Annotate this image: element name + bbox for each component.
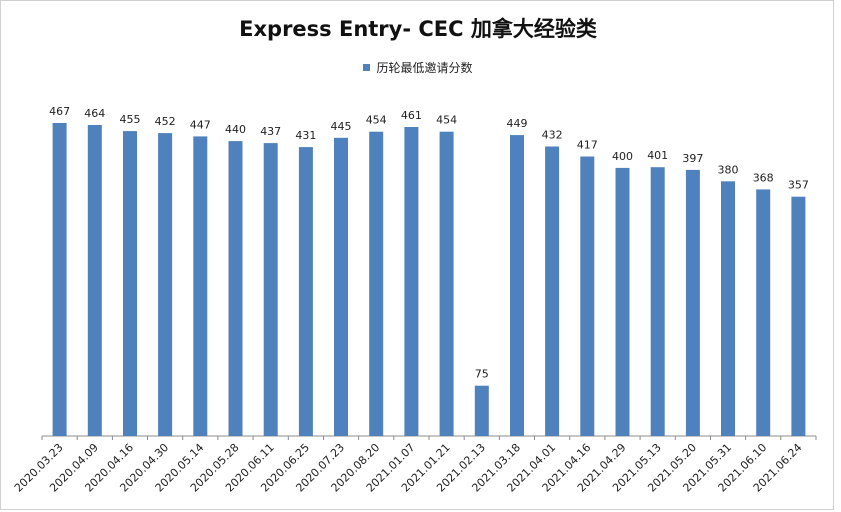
data-label: 368: [753, 171, 774, 184]
data-label: 417: [577, 139, 598, 152]
data-label: 454: [366, 114, 387, 127]
data-label: 464: [84, 107, 105, 120]
data-label: 467: [49, 105, 70, 118]
data-label: 75: [475, 368, 489, 381]
legend-swatch: [363, 64, 371, 71]
bar: [439, 131, 454, 436]
bar: [756, 189, 771, 436]
bar: [52, 123, 67, 436]
data-label: 454: [436, 114, 457, 127]
data-label: 400: [612, 150, 633, 163]
data-label: 380: [718, 163, 739, 176]
bar: [369, 131, 384, 436]
bar: [404, 127, 419, 436]
bar: [650, 167, 665, 436]
bar: [263, 143, 278, 436]
data-label: 357: [788, 179, 809, 192]
bar: [334, 137, 348, 437]
bar: [510, 135, 524, 436]
data-label: 431: [295, 129, 316, 142]
bar: [474, 385, 489, 436]
data-label: 455: [120, 113, 141, 126]
bar: [721, 181, 735, 436]
bar: [298, 147, 313, 436]
data-label: 397: [682, 152, 703, 165]
data-label: 447: [190, 118, 211, 131]
data-label: 440: [225, 123, 246, 136]
bar: [580, 156, 595, 436]
data-label: 401: [647, 149, 668, 162]
bar: [685, 169, 700, 436]
legend-label: 历轮最低邀请分数: [376, 61, 473, 75]
bar: [228, 141, 243, 436]
bar: [545, 146, 560, 436]
bar: [123, 131, 137, 436]
bar: [193, 136, 208, 436]
bar: [158, 133, 173, 436]
data-label: 437: [260, 125, 281, 138]
chart-title: Express Entry- CEC 加拿大经验类: [239, 17, 597, 41]
data-label: 452: [155, 115, 176, 128]
bar: [87, 125, 102, 436]
data-label: 461: [401, 109, 422, 122]
chart-legend: 历轮最低邀请分数: [1, 59, 835, 76]
data-label: 432: [542, 129, 563, 142]
bar: [791, 196, 806, 436]
bar: [615, 167, 630, 436]
data-label: 445: [331, 120, 352, 133]
data-label: 449: [507, 117, 528, 130]
